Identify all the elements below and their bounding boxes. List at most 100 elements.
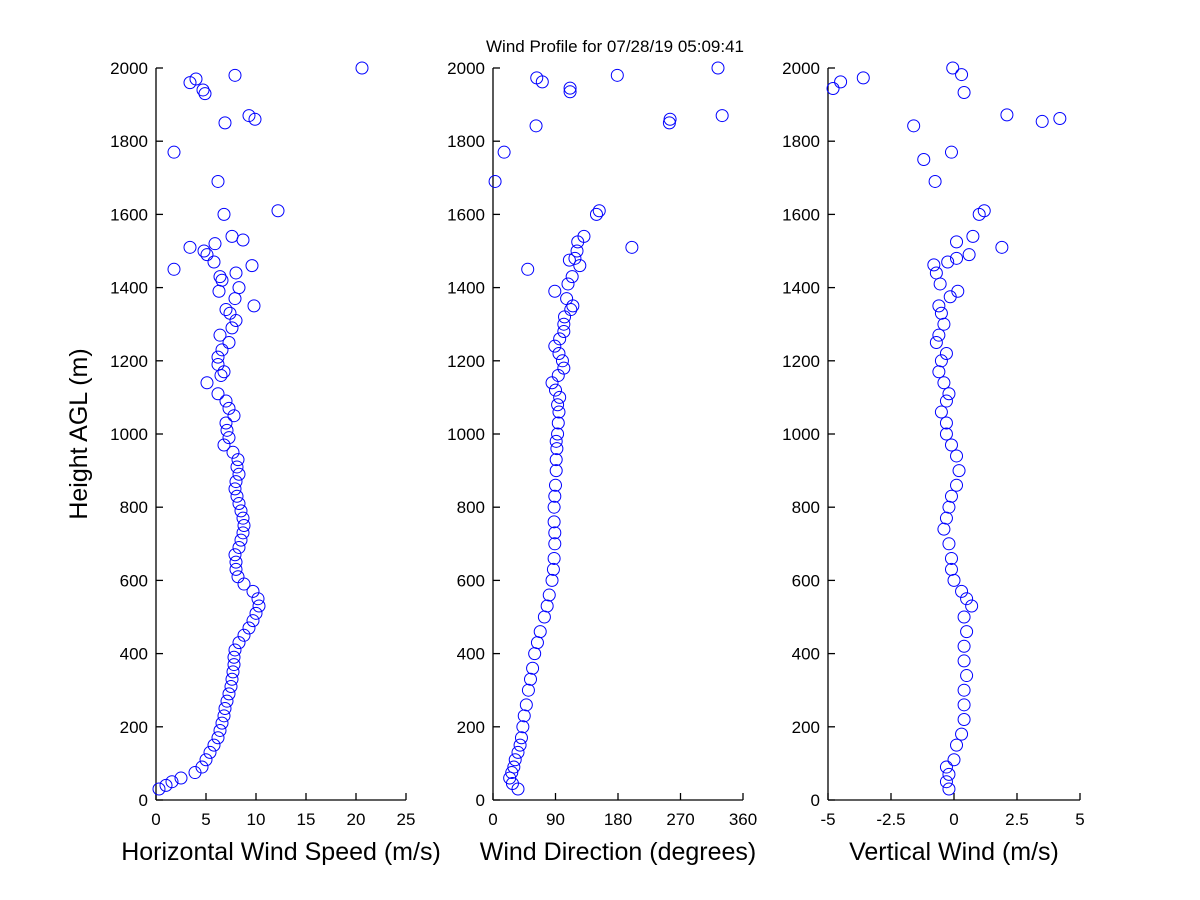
data-point: [957, 86, 971, 100]
data-point: [548, 339, 562, 353]
data-point: [942, 500, 956, 514]
data-point: [950, 235, 964, 249]
data-point: [236, 526, 250, 540]
data-point: [220, 694, 234, 708]
data-point: [939, 511, 953, 525]
data-point: [547, 500, 561, 514]
data-point: [212, 284, 226, 298]
data-point: [514, 731, 528, 745]
x-tick-label: 180: [604, 810, 632, 829]
data-point: [552, 405, 566, 419]
data-point: [213, 270, 227, 284]
y-tick-label: 2000: [782, 59, 820, 78]
data-point: [546, 562, 560, 576]
x-tick-label: 5: [1075, 810, 1084, 829]
data-point: [195, 760, 209, 774]
data-point: [207, 255, 221, 269]
data-point: [227, 409, 241, 423]
data-point: [540, 599, 554, 613]
data-point: [928, 174, 942, 188]
y-tick-label: 400: [457, 645, 485, 664]
data-point: [929, 336, 943, 349]
data-point: [211, 731, 225, 745]
data-point: [551, 427, 565, 441]
data-point: [957, 698, 971, 712]
panel-horizontal-wind-speed: 0 200 400 600 800 1000 1200 1400 1600 1800 2000 0 5 1…: [110, 59, 441, 866]
chart-title: Wind Profile for 07/28/19 05:09:41: [486, 37, 744, 56]
data-point: [927, 258, 941, 272]
data-point: [561, 277, 575, 291]
y-tick-label: 1800: [782, 132, 820, 151]
data-point: [950, 738, 964, 752]
panel-vertical-wind: 0 200 400 600 800 1000 1200 1400 1600 1800 2000 -5 -…: [782, 59, 1085, 866]
panel-wind-direction: 0 200 400 600 800 1000 1200 1400 1600 1800 2000 0 90…: [447, 59, 757, 866]
data-point: [942, 782, 956, 796]
data-point: [249, 606, 263, 620]
data-point: [213, 723, 227, 737]
data-point: [937, 317, 951, 331]
data-point: [834, 75, 848, 89]
data-point: [236, 511, 250, 525]
data-point: [229, 314, 243, 328]
data-point: [488, 174, 502, 188]
data-point: [711, 61, 725, 75]
data-point: [947, 573, 961, 587]
data-point: [530, 71, 544, 85]
data-point: [207, 738, 221, 752]
x-tick-label: 0: [949, 810, 958, 829]
y-tick-label: 400: [792, 645, 820, 664]
data-point: [939, 760, 953, 774]
data-point: [211, 387, 225, 401]
data-point: [957, 712, 971, 726]
data-point: [560, 292, 574, 306]
data-point: [232, 636, 246, 650]
data-point: [215, 716, 229, 730]
data-point: [929, 266, 943, 280]
y-tick-label: 0: [811, 791, 820, 810]
data-point: [200, 376, 214, 390]
data-point: [152, 782, 166, 796]
x-tick-label: -2.5: [876, 810, 905, 829]
y-tick-label: 1600: [447, 205, 485, 224]
data-point: [530, 636, 544, 650]
y-tick-label: 200: [120, 718, 148, 737]
data-point: [950, 478, 964, 492]
data-point: [215, 343, 229, 357]
data-point: [211, 350, 225, 364]
data-point: [562, 253, 576, 267]
x-tick-label: 25: [397, 810, 416, 829]
data-point: [232, 281, 246, 295]
data-point: [228, 643, 242, 657]
data-point: [942, 537, 956, 551]
data-point: [215, 273, 229, 287]
data-point: [942, 387, 956, 401]
data-point: [951, 284, 965, 298]
x-tick-label: 0: [488, 810, 497, 829]
data-point: [222, 336, 236, 349]
y-tick-label: 1600: [782, 205, 820, 224]
data-point: [234, 504, 248, 518]
data-point: [507, 760, 521, 774]
data-point: [557, 317, 571, 331]
data-point: [497, 145, 511, 159]
y-tick-label: 1000: [447, 425, 485, 444]
data-point: [826, 81, 840, 95]
data-point: [517, 709, 531, 723]
data-point: [570, 244, 584, 258]
data-point: [1035, 114, 1049, 128]
data-point: [511, 745, 525, 759]
data-point: [549, 478, 562, 492]
data-point: [516, 720, 530, 734]
y-tick-label: 200: [792, 718, 820, 737]
x-tick-label: 10: [247, 810, 266, 829]
data-point: [610, 68, 624, 82]
x-axis-label: Wind Direction (degrees): [480, 838, 757, 866]
data-point: [944, 438, 958, 452]
data-point: [225, 672, 239, 686]
data-point: [573, 259, 587, 273]
data-point: [545, 573, 559, 587]
data-point: [934, 405, 948, 419]
data-point: [218, 116, 232, 130]
data-point: [183, 240, 197, 254]
